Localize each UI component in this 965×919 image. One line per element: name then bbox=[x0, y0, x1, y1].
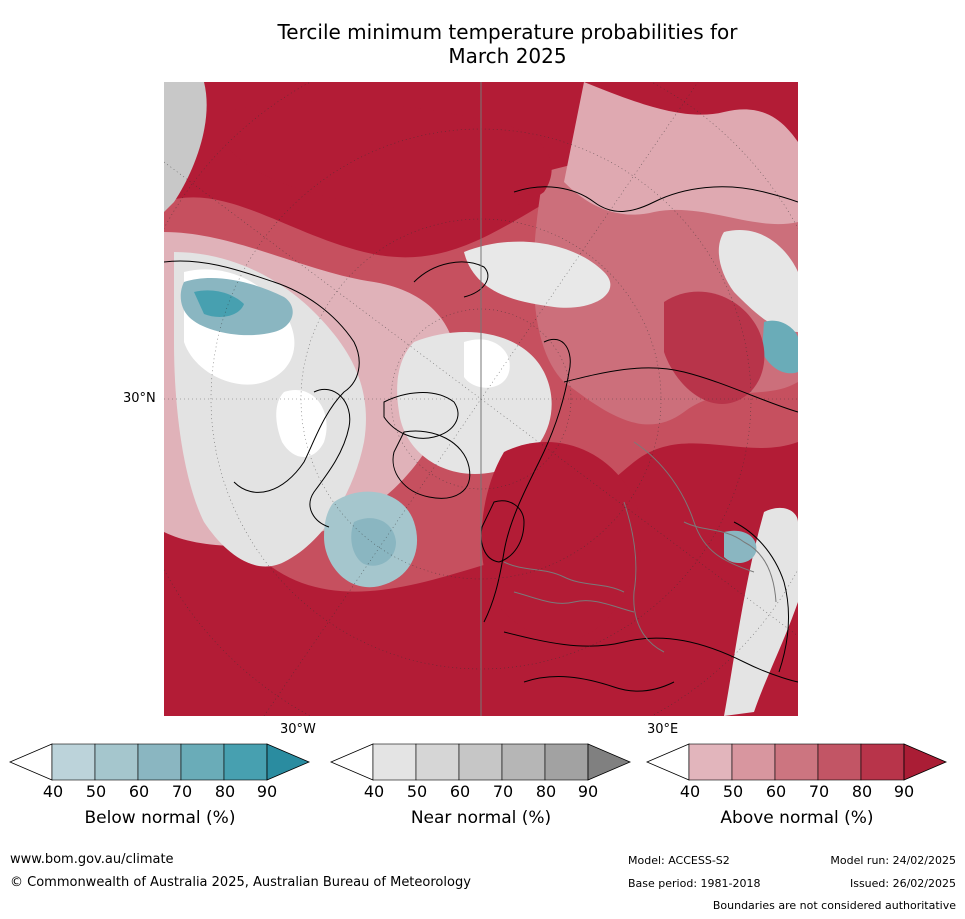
colorbar-above-normal-swatches bbox=[645, 743, 948, 781]
colorbar-swatch bbox=[51, 743, 96, 781]
colorbar-extend-high bbox=[587, 743, 632, 781]
colorbar-swatch bbox=[501, 743, 546, 781]
probability-map bbox=[164, 82, 798, 716]
colorbar-below-normal bbox=[8, 743, 311, 781]
footer-model-run: Model run: 24/02/2025 bbox=[830, 854, 956, 867]
footer-copyright: © Commonwealth of Australia 2025, Austra… bbox=[10, 875, 471, 890]
colorbar-near-tick: 60 bbox=[449, 782, 471, 801]
colorbar-below-tick: 70 bbox=[171, 782, 193, 801]
map-region-below-normal-atlantic-core bbox=[351, 518, 396, 566]
colorbar-near-label: Near normal (%) bbox=[410, 808, 552, 828]
colorbar-swatch bbox=[817, 743, 862, 781]
map-region-above-strong-north bbox=[224, 101, 552, 212]
colorbar-swatch bbox=[544, 743, 589, 781]
lon-label-30w: 30°W bbox=[280, 722, 316, 737]
footer-disclaimer: Boundaries are not considered authoritat… bbox=[712, 899, 956, 912]
footer-base-period: Base period: 1981-2018 bbox=[628, 877, 761, 890]
colorbar-below-normal-swatches bbox=[8, 743, 311, 781]
chart-title: Tercile minimum temperature probabilitie… bbox=[0, 20, 965, 68]
colorbar-below-tick: 90 bbox=[256, 782, 278, 801]
colorbar-swatch bbox=[372, 743, 417, 781]
map-region-below-normal-asia bbox=[724, 530, 757, 564]
colorbar-below-tick: 80 bbox=[214, 782, 236, 801]
map-region-near-normal-ne bbox=[718, 230, 798, 332]
map-region-white-3 bbox=[464, 339, 510, 388]
title-line-2: March 2025 bbox=[448, 44, 567, 68]
colorbar-near-tick: 70 bbox=[492, 782, 514, 801]
colorbar-near-normal bbox=[329, 743, 632, 781]
map-region-above-light-north bbox=[564, 82, 798, 225]
colorbar-below-tick: 50 bbox=[85, 782, 107, 801]
map-country-boundaries bbox=[503, 441, 777, 653]
footer-model: Model: ACCESS-S2 bbox=[628, 854, 730, 867]
lat-label-30n: 30°N bbox=[123, 391, 156, 406]
colorbar-near-tick: 50 bbox=[406, 782, 428, 801]
colorbar-swatch bbox=[458, 743, 503, 781]
colorbar-swatch bbox=[415, 743, 460, 781]
colorbar-swatch bbox=[223, 743, 268, 781]
colorbar-above-normal bbox=[645, 743, 948, 781]
colorbar-above-tick: 50 bbox=[722, 782, 744, 801]
map-region-above-strong-siberia bbox=[664, 291, 765, 404]
colorbar-extend-high bbox=[903, 743, 948, 781]
colorbar-above-tick: 60 bbox=[765, 782, 787, 801]
colorbar-above-tick: 90 bbox=[893, 782, 915, 801]
colorbar-extend-low bbox=[8, 743, 53, 781]
map-region-near-normal-corner bbox=[164, 82, 207, 212]
colorbar-above-label: Above normal (%) bbox=[720, 808, 874, 828]
colorbar-below-tick: 40 bbox=[42, 782, 64, 801]
map-region-below-normal-alaska-strong bbox=[194, 290, 244, 317]
colorbar-below-tick: 60 bbox=[128, 782, 150, 801]
map-canvas bbox=[164, 82, 798, 716]
map-region-below-normal-east bbox=[762, 320, 798, 374]
colorbar-above-tick: 80 bbox=[851, 782, 873, 801]
colorbar-swatch bbox=[94, 743, 139, 781]
colorbar-swatch bbox=[774, 743, 819, 781]
colorbar-near-tick: 80 bbox=[535, 782, 557, 801]
map-region-near-normal-arctic bbox=[397, 332, 552, 474]
map-region-near-normal-se bbox=[724, 507, 798, 716]
colorbar-below-label: Below normal (%) bbox=[84, 808, 236, 828]
footer-issued: Issued: 26/02/2025 bbox=[849, 877, 956, 890]
colorbar-near-tick: 40 bbox=[363, 782, 385, 801]
colorbar-swatch bbox=[180, 743, 225, 781]
colorbar-swatch bbox=[860, 743, 905, 781]
colorbar-extend-low bbox=[645, 743, 690, 781]
colorbar-extend-high bbox=[266, 743, 311, 781]
colorbar-swatch bbox=[137, 743, 182, 781]
colorbar-swatch bbox=[731, 743, 776, 781]
colorbar-above-tick: 40 bbox=[679, 782, 701, 801]
footer-url: www.bom.gov.au/climate bbox=[10, 852, 174, 867]
lon-label-30e: 30°E bbox=[647, 722, 679, 737]
colorbar-near-normal-swatches bbox=[329, 743, 632, 781]
map-region-near-normal-north bbox=[464, 241, 611, 308]
map-coastlines bbox=[164, 186, 798, 692]
colorbar-above-tick: 70 bbox=[808, 782, 830, 801]
colorbar-swatch bbox=[688, 743, 733, 781]
map-region-above-strong-europe bbox=[481, 442, 642, 641]
title-line-1: Tercile minimum temperature probabilitie… bbox=[277, 20, 738, 44]
colorbar-extend-low bbox=[329, 743, 374, 781]
colorbar-near-tick: 90 bbox=[577, 782, 599, 801]
